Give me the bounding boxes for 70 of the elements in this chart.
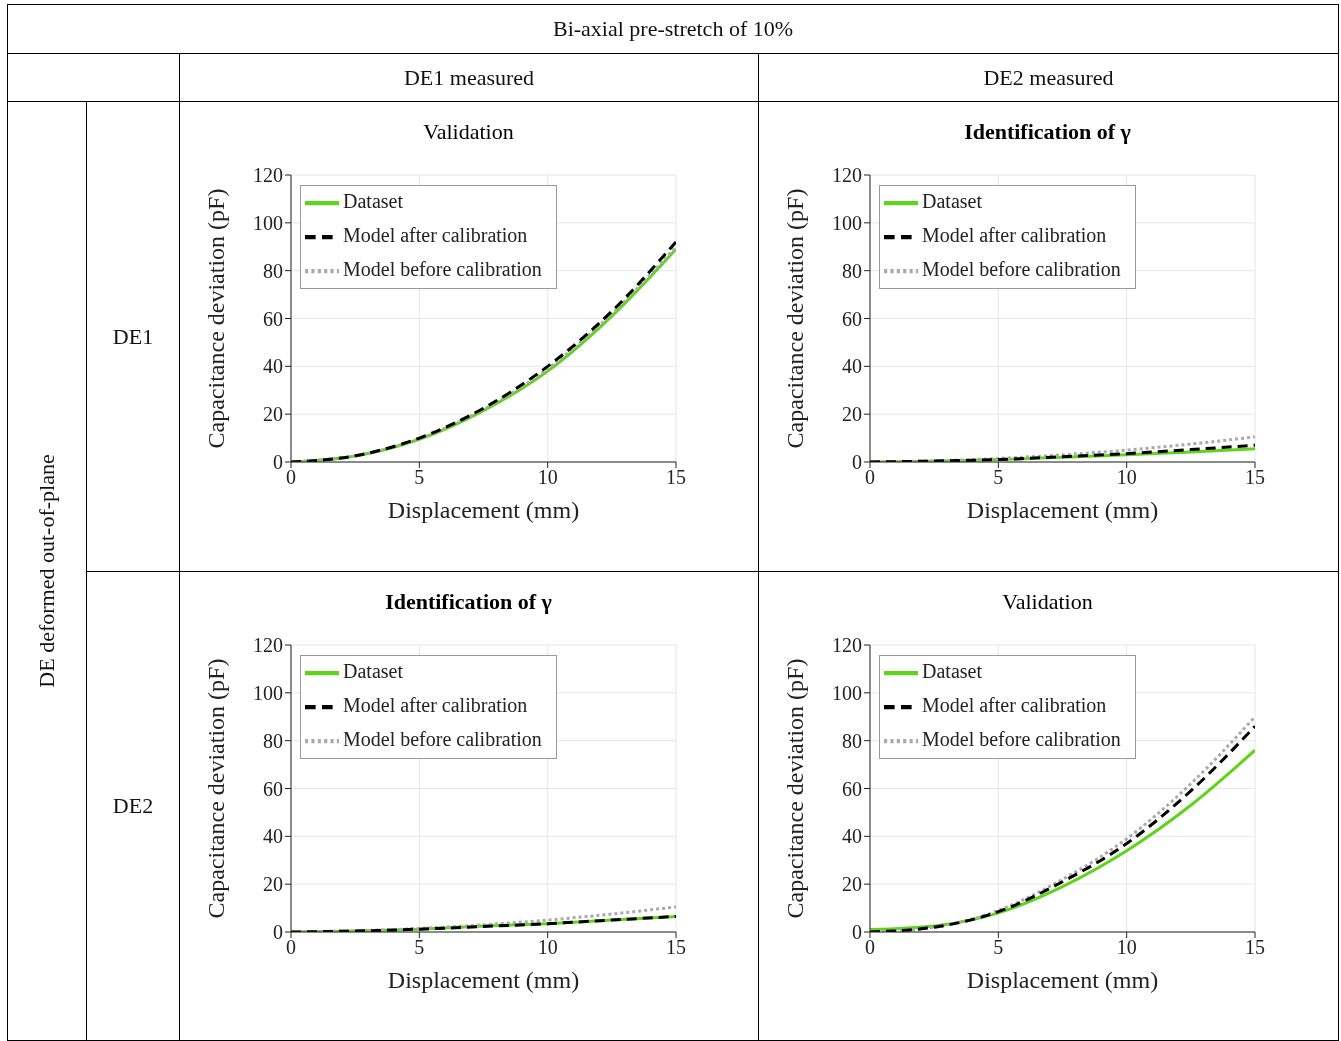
- y-tick-label: 120: [832, 164, 862, 187]
- x-tick-label: 15: [1245, 936, 1265, 959]
- x-tick-label: 15: [666, 936, 686, 959]
- x-tick-label: 5: [993, 936, 1004, 959]
- legend-label: Model before calibration: [922, 727, 1121, 750]
- x-tick-label: 5: [414, 936, 425, 959]
- x-tick-label: 5: [993, 466, 1004, 489]
- y-tick-label: 100: [832, 681, 862, 704]
- chart-title: Identification of γ: [384, 589, 553, 615]
- chart-title: Validation: [1001, 589, 1094, 615]
- y-tick-label: 40: [842, 825, 862, 848]
- y-tick-label: 60: [263, 307, 283, 330]
- y-tick-label: 40: [263, 355, 283, 378]
- legend-label: Model before calibration: [343, 727, 542, 750]
- y-tick-label: 20: [263, 873, 283, 896]
- x-axis-title: Displacement (mm): [966, 497, 1159, 523]
- y-axis-title: Capacitance deviation (pF): [202, 188, 229, 449]
- x-tick-label: 10: [537, 466, 558, 489]
- y-tick-label: 80: [842, 729, 862, 752]
- y-tick-label: 40: [263, 825, 283, 848]
- y-tick-label: 100: [253, 681, 283, 704]
- y-tick-label: 0: [852, 451, 862, 474]
- y-axis-title: Capacitance deviation (pF): [781, 658, 808, 919]
- legend-label: Dataset: [343, 659, 403, 682]
- legend-label: Dataset: [922, 189, 982, 212]
- y-tick-label: 120: [253, 634, 283, 657]
- y-tick-label: 80: [842, 259, 862, 282]
- y-tick-label: 60: [842, 777, 862, 800]
- text: DE1: [86, 101, 180, 572]
- legend-label: Model before calibration: [922, 257, 1121, 280]
- text: DE2 measured: [758, 53, 1339, 102]
- y-tick-label: 0: [852, 921, 862, 944]
- y-tick-label: 100: [832, 211, 862, 234]
- x-tick-label: 15: [1245, 466, 1265, 489]
- y-tick-label: 80: [263, 259, 283, 282]
- legend-label: Model after calibration: [343, 693, 528, 716]
- legend-label: Model after calibration: [922, 223, 1107, 246]
- x-axis-title: Displacement (mm): [966, 967, 1159, 993]
- legend-label: Dataset: [343, 189, 403, 212]
- y-tick-label: 100: [253, 211, 283, 234]
- y-tick-label: 20: [842, 403, 862, 426]
- y-tick-label: 0: [273, 921, 283, 944]
- x-tick-label: 10: [1116, 936, 1137, 959]
- y-tick-label: 120: [253, 164, 283, 187]
- legend-label: Model after calibration: [343, 223, 528, 246]
- y-tick-label: 80: [263, 729, 283, 752]
- y-tick-label: 20: [263, 403, 283, 426]
- text: Bi-axial pre-stretch of 10%: [7, 4, 1339, 54]
- x-axis-title: Displacement (mm): [387, 497, 580, 523]
- text: DE2: [86, 571, 180, 1041]
- x-tick-label: 10: [1116, 466, 1137, 489]
- text: DE1 measured: [179, 53, 759, 102]
- chart-title: Identification of γ: [963, 119, 1132, 145]
- y-tick-label: 60: [263, 777, 283, 800]
- y-tick-label: 120: [832, 634, 862, 657]
- chart-title: Validation: [422, 119, 515, 145]
- legend-label: Model after calibration: [922, 693, 1107, 716]
- legend-label: Model before calibration: [343, 257, 542, 280]
- y-axis-title: Capacitance deviation (pF): [202, 658, 229, 919]
- text: DE deformed out-of-plane: [34, 454, 60, 688]
- x-tick-label: 10: [537, 936, 558, 959]
- x-tick-label: 15: [666, 466, 686, 489]
- legend-label: Dataset: [922, 659, 982, 682]
- y-tick-label: 0: [273, 451, 283, 474]
- y-tick-label: 20: [842, 873, 862, 896]
- y-axis-title: Capacitance deviation (pF): [781, 188, 808, 449]
- x-axis-title: Displacement (mm): [387, 967, 580, 993]
- y-tick-label: 40: [842, 355, 862, 378]
- x-tick-label: 5: [414, 466, 425, 489]
- y-tick-label: 60: [842, 307, 862, 330]
